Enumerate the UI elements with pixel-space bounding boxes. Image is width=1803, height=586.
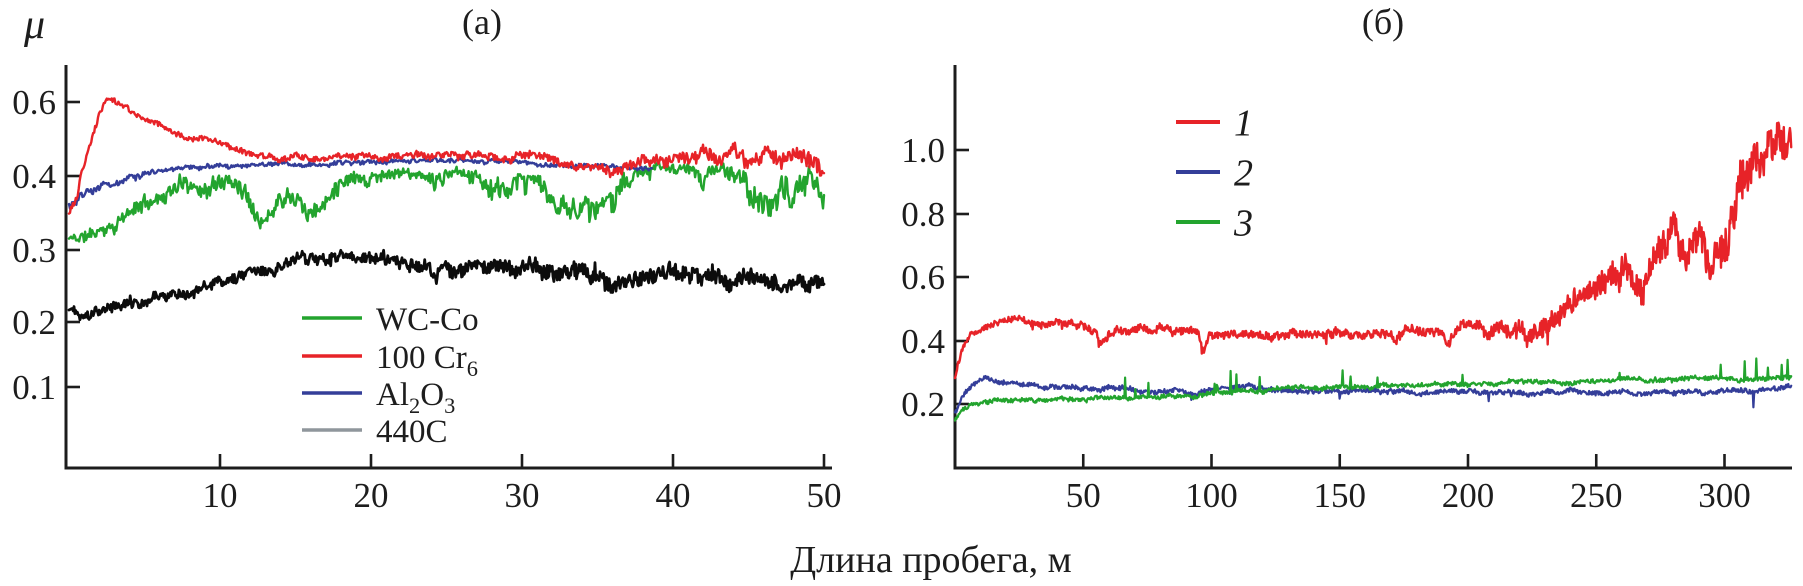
legend-label-al2o3: Al2O3 [376, 377, 455, 418]
x-tick-label: 30 [505, 476, 540, 515]
x-tick-label: 150 [1314, 476, 1367, 515]
y-axis-symbol: μ [24, 2, 46, 48]
x-tick-label: 250 [1570, 476, 1623, 515]
y-tick-label: 0.8 [901, 195, 945, 234]
y-tick-label: 0.2 [901, 385, 945, 424]
series-line-al2o3 [67, 156, 654, 210]
series-line-2 [953, 374, 1793, 414]
legend-label-440c: 440C [376, 414, 448, 450]
series-line-100-cr6 [67, 97, 826, 215]
legend-label-100-cr6: 100 Cr6 [376, 340, 478, 381]
x-axis-label: Длина пробега, м [790, 539, 1072, 581]
y-tick-label: 0.3 [12, 231, 56, 270]
y-tick-label: 0.4 [901, 322, 945, 361]
y-tick-label: 0.2 [12, 303, 56, 342]
x-tick-label: 100 [1185, 476, 1238, 515]
x-tick-label: 40 [656, 476, 691, 515]
y-tick-label: 0.6 [12, 83, 56, 122]
series-line-1 [953, 121, 1793, 380]
y-tick-label: 0.6 [901, 258, 945, 297]
panel-b: 1.0 0.8 0.6 0.4 0.2 50 100 150 200 250 300 1 2 3 [901, 65, 1793, 515]
x-tick-label: 10 [203, 476, 238, 515]
legend-label-1: 1 [1234, 103, 1253, 145]
y-tick-label: 0.4 [12, 157, 56, 196]
y-tick-label: 1.0 [901, 131, 945, 170]
x-tick-label: 50 [1066, 476, 1101, 515]
series-line-wc-co [67, 159, 826, 244]
legend-label-2: 2 [1234, 153, 1253, 195]
panel-a-title: (а) [462, 2, 502, 42]
legend-label-3: 3 [1233, 203, 1253, 245]
series-line-3 [953, 357, 1793, 422]
legend-label-wc-co: WC-Co [376, 302, 479, 338]
x-tick-label: 20 [354, 476, 389, 515]
series-line-440c [67, 248, 826, 322]
panel-b-title: (б) [1361, 2, 1405, 42]
y-tick-label: 0.1 [12, 368, 56, 407]
x-tick-label: 300 [1698, 476, 1751, 515]
x-tick-label: 200 [1442, 476, 1495, 515]
x-tick-label: 50 [807, 476, 842, 515]
